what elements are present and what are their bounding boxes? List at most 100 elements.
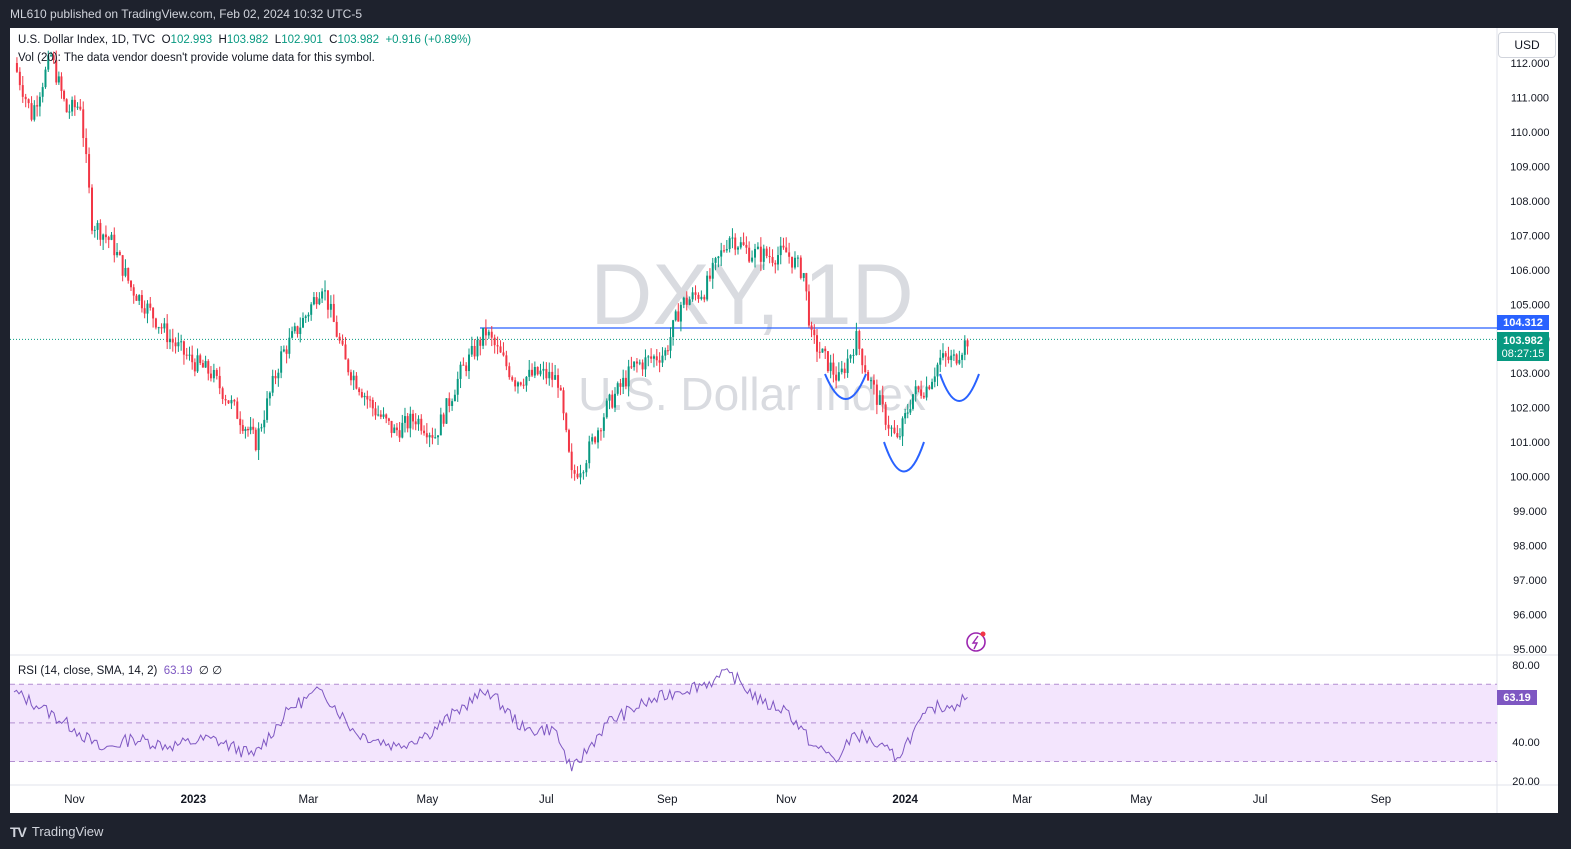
candle-body (304, 316, 307, 318)
candle-body (906, 412, 909, 414)
candle-body (371, 399, 374, 409)
candle-body (911, 394, 914, 409)
candle-body (717, 256, 720, 259)
candle-body (697, 294, 700, 299)
candle-body (624, 377, 627, 387)
candle-body (36, 105, 39, 107)
candle-body (682, 297, 685, 305)
price-tick-label: 112.000 (1511, 58, 1550, 70)
left-shoulder-arc[interactable] (824, 373, 867, 400)
candle-body (824, 348, 827, 352)
candle-body (793, 257, 796, 268)
candle-body (431, 435, 434, 438)
candle-body (849, 355, 852, 359)
volume-note: Vol (20): The data vendor doesn't provid… (18, 52, 375, 64)
candle-body (291, 331, 294, 338)
candle-body (116, 252, 119, 256)
currency-button[interactable]: USD (1498, 32, 1556, 58)
candle-body (805, 273, 808, 292)
price-tick-label: 107.000 (1510, 230, 1550, 242)
rsi-line (13, 668, 968, 772)
candle-body (807, 291, 810, 326)
right-shoulder-arc[interactable] (939, 373, 980, 402)
candle-body (417, 418, 420, 425)
candle-body (952, 354, 955, 356)
candle-body (570, 451, 573, 471)
candle-body (30, 103, 33, 120)
candle-body (274, 375, 277, 379)
open-label: O (161, 34, 171, 46)
price-tick-label: 96.000 (1513, 610, 1547, 622)
time-tick-label: Mar (1012, 794, 1032, 806)
candle-body (608, 394, 611, 401)
time-axis[interactable]: Nov 2023 Mar May Jul Sep Nov 2024 Mar May Jul Sep (64, 794, 1391, 806)
candle-body (514, 380, 517, 387)
candle-body (296, 326, 299, 334)
candle-body (788, 252, 791, 257)
price-tick-label: 102.000 (1510, 403, 1550, 415)
candle-body (277, 372, 280, 379)
close-label: C (329, 34, 338, 46)
price-chart-svg[interactable]: DXY, 1D U.S. Dollar Index 112.000111.000… (10, 28, 1558, 813)
candle-body (263, 419, 266, 428)
candle-body (677, 311, 680, 322)
level-badge (1497, 315, 1549, 330)
candle-body (928, 386, 931, 389)
candle-body (896, 433, 899, 437)
high-label: H (218, 34, 227, 46)
candle-body (867, 372, 870, 381)
candle-body (605, 400, 608, 418)
chart-area[interactable]: DXY, 1D U.S. Dollar Index 112.000 111.000… (10, 28, 1558, 813)
bar-countdown: 08:27:15 (1502, 348, 1545, 360)
last-price-badge (1497, 332, 1549, 361)
candle-body (548, 371, 551, 379)
flash-icon[interactable] (966, 631, 986, 652)
candle-body (613, 393, 616, 408)
candle-body (496, 345, 499, 347)
candle-body (909, 408, 912, 413)
candle-body (423, 430, 426, 434)
candle-body (52, 55, 55, 61)
candle-body (104, 234, 107, 238)
candle-body (666, 350, 669, 352)
candle-body (180, 341, 183, 343)
candle-body (864, 365, 867, 373)
candle-body (293, 326, 296, 332)
time-tick-label: Sep (1371, 794, 1391, 806)
candle-body (182, 341, 185, 355)
price-tick-label: 98.000 (1513, 541, 1547, 553)
head-arc[interactable] (883, 441, 925, 473)
candle-body (855, 331, 858, 355)
symbol-legend[interactable]: U.S. Dollar Index, 1D, TVC O102.993 H103… (18, 34, 471, 46)
tradingview-logo-icon: TV (10, 823, 27, 840)
candle-body (936, 364, 939, 377)
candle-body (185, 354, 188, 356)
candle-body (774, 262, 777, 265)
candle-body (816, 335, 819, 352)
candle-body (338, 336, 341, 341)
candle-body (502, 352, 505, 356)
candle-body (288, 337, 291, 354)
rsi-axis[interactable]: 80.00 40.00 20.00 (1512, 660, 1540, 788)
candle-body (201, 362, 204, 368)
candle-body (739, 242, 742, 248)
candle-body (756, 246, 759, 249)
candle-body (810, 325, 813, 330)
candle-body (963, 340, 966, 355)
candle-body (310, 304, 313, 315)
candle-body (852, 354, 855, 356)
candle-body (204, 361, 207, 368)
candle-body (522, 384, 525, 386)
candle-body (73, 99, 76, 108)
candle-body (872, 380, 875, 385)
candle-body (881, 395, 884, 405)
candle-body (385, 414, 388, 419)
price-tick-label: 97.000 (1513, 575, 1547, 587)
price-axis[interactable]: 112.000 111.000 110.000 109.000 108.000 107.0… (1510, 58, 1550, 656)
candle-body (837, 372, 840, 381)
candle-body (50, 55, 53, 57)
candle-body (737, 247, 740, 250)
candle-body (57, 76, 60, 83)
rsi-legend[interactable]: RSI (14, close, SMA, 14, 2) 63.19 ∅ ∅ (18, 663, 222, 677)
candle-body (708, 275, 711, 279)
